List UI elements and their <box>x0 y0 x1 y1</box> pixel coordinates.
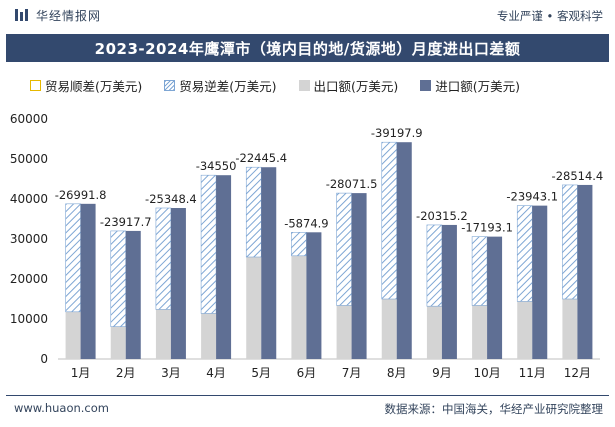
y-tick-label: 10000 <box>10 312 48 326</box>
brand-name: 华经情报网 <box>36 8 102 23</box>
x-tick-label: 9月 <box>432 366 452 380</box>
legend-label-export: 出口额(万美元) <box>313 79 399 94</box>
x-tick-label: 12月 <box>564 366 591 380</box>
import-bar <box>351 193 367 359</box>
deficit-bar <box>381 141 398 300</box>
x-tick-label: 1月 <box>71 366 91 380</box>
y-tick-label: 0 <box>40 352 48 366</box>
export-bar <box>426 306 442 359</box>
legend-swatch-deficit <box>164 80 176 91</box>
legend-label-import: 进口额(万美元) <box>435 79 521 94</box>
legend-swatch-export <box>298 80 310 91</box>
import-bar <box>80 203 96 359</box>
export-bar <box>155 309 171 359</box>
legend-item-deficit: 贸易逆差(万美元) <box>164 76 277 95</box>
bar-chart: 0 10000 20000 30000 40000 50000 60000 -26991.8… <box>10 112 604 380</box>
export-bar <box>562 299 578 359</box>
legend-item-import: 进口额(万美元) <box>420 76 520 95</box>
deficit-data-label: -20315.2 <box>416 209 468 223</box>
x-tick-label: 3月 <box>161 366 181 380</box>
footer-source: 数据来源：中国海关，华经产业研究院整理 <box>384 402 604 416</box>
deficit-data-label: -22445.4 <box>235 151 287 165</box>
export-bar <box>336 305 352 359</box>
import-bar <box>170 208 186 359</box>
legend-item-export: 出口额(万美元) <box>298 76 399 95</box>
export-bar <box>201 313 217 359</box>
export-bar <box>246 257 262 359</box>
tagline: 专业严谨 • 客观科学 <box>496 9 603 23</box>
deficit-data-label: -23943.1 <box>506 190 558 204</box>
import-bar <box>125 230 141 359</box>
export-bar <box>65 311 81 359</box>
import-bar <box>396 142 412 359</box>
chart-legend: 贸易顺差(万美元) 贸易逆差(万美元) 出口额(万美元) 进口额(万美元) <box>30 76 520 95</box>
y-tick-label: 40000 <box>10 192 48 206</box>
deficit-bar <box>426 224 443 307</box>
x-tick-label: 5月 <box>251 366 271 380</box>
deficit-data-label: -17193.1 <box>461 221 513 235</box>
y-tick-label: 50000 <box>10 152 48 166</box>
legend-label-surplus: 贸易顺差(万美元) <box>45 79 143 94</box>
legend-item-surplus: 贸易顺差(万美元) <box>30 76 142 95</box>
export-bar <box>517 301 533 359</box>
deficit-data-label: -28071.5 <box>326 177 378 191</box>
deficit-bar <box>471 236 488 306</box>
deficit-data-label: -5874.9 <box>284 216 328 230</box>
export-bar <box>291 255 307 359</box>
deficit-bar <box>562 184 578 300</box>
import-bar <box>532 205 548 359</box>
deficit-bar <box>110 230 127 327</box>
deficit-data-label: -39197.9 <box>371 126 423 140</box>
import-bar <box>216 175 232 359</box>
deficit-bar <box>245 166 262 258</box>
deficit-data-label: -26991.8 <box>55 188 107 202</box>
y-tick-label: 20000 <box>10 272 48 286</box>
import-bar <box>261 167 277 359</box>
deficit-data-label: -28514.4 <box>552 169 604 183</box>
brand: 华经情报网 <box>14 7 101 23</box>
deficit-data-label: -23917.7 <box>100 215 152 229</box>
huajing-logo-icon <box>15 9 28 21</box>
legend-swatch-surplus <box>30 80 41 91</box>
x-tick-label: 7月 <box>342 366 362 380</box>
deficit-bar <box>291 232 307 257</box>
import-bar <box>487 236 503 359</box>
deficit-bar <box>65 203 81 313</box>
legend-label-deficit: 贸易逆差(万美元) <box>179 79 277 94</box>
import-bar <box>441 224 457 359</box>
x-tick-label: 4月 <box>206 366 226 380</box>
deficit-bar <box>336 192 352 306</box>
import-bar <box>306 232 322 359</box>
footer-website: www.huaon.com <box>14 401 109 415</box>
footer-divider <box>6 395 609 396</box>
y-tick-label: 30000 <box>10 232 48 246</box>
x-tick-label: 6月 <box>297 366 317 380</box>
deficit-bar <box>200 174 217 314</box>
deficit-bar <box>155 207 172 310</box>
x-tick-label: 8月 <box>387 366 407 380</box>
export-bar <box>381 299 397 359</box>
export-bar <box>472 305 488 359</box>
legend-swatch-import <box>420 80 432 91</box>
deficit-bar <box>516 205 533 302</box>
deficit-data-label: -25348.4 <box>145 192 197 206</box>
x-tick-label: 2月 <box>116 366 136 380</box>
deficit-data-label: -34550 <box>196 159 237 173</box>
y-tick-label: 60000 <box>10 112 48 126</box>
x-tick-label: 10月 <box>473 366 500 380</box>
chart-title: 2023-2024年鹰潭市（境内目的地/货源地）月度进出口差额 <box>6 34 609 62</box>
x-tick-label: 11月 <box>519 366 546 380</box>
import-bar <box>577 184 593 359</box>
export-bar <box>110 326 126 359</box>
top-bar: 华经情报网 专业严谨 • 客观科学 <box>0 0 615 30</box>
